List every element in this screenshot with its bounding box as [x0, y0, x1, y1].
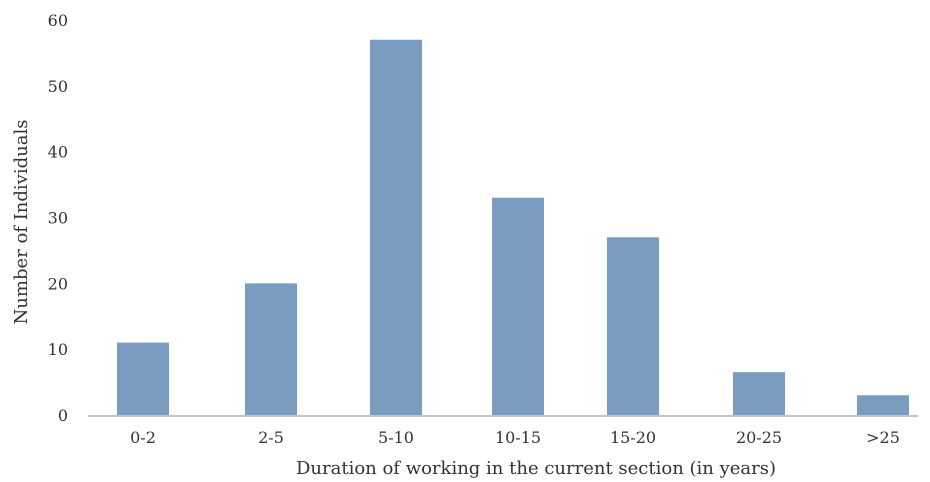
- x-tick-label: >25: [866, 428, 900, 447]
- x-tick-label: 5-10: [378, 428, 414, 447]
- x-axis-ticks: 0-2 2-5 5-10 10-15 15-20 20-25 >25: [130, 428, 900, 447]
- bar->25: [857, 395, 909, 415]
- y-tick-label: 20: [48, 274, 68, 293]
- bar-0-2: [117, 342, 169, 415]
- y-tick-label: 60: [48, 11, 68, 30]
- bar-2-5: [245, 283, 297, 415]
- x-tick-label: 0-2: [130, 428, 156, 447]
- x-tick-label: 20-25: [736, 428, 782, 447]
- bar-series: [117, 39, 909, 415]
- x-tick-label: 10-15: [495, 428, 541, 447]
- y-tick-label: 10: [48, 340, 68, 359]
- x-axis-title: Duration of working in the current secti…: [296, 458, 776, 479]
- bar-15-20: [607, 237, 659, 415]
- x-tick-label: 2-5: [258, 428, 284, 447]
- x-tick-label: 15-20: [610, 428, 656, 447]
- y-axis-title: Number of Individuals: [11, 120, 32, 325]
- y-tick-label: 30: [48, 209, 68, 228]
- y-tick-label: 40: [48, 143, 68, 162]
- y-tick-label: 0: [58, 406, 68, 425]
- y-axis-ticks: 0 10 20 30 40 50 60: [48, 11, 68, 425]
- bar-20-25: [733, 372, 785, 415]
- bar-5-10: [370, 39, 422, 415]
- bar-10-15: [492, 197, 544, 415]
- y-tick-label: 50: [48, 77, 68, 96]
